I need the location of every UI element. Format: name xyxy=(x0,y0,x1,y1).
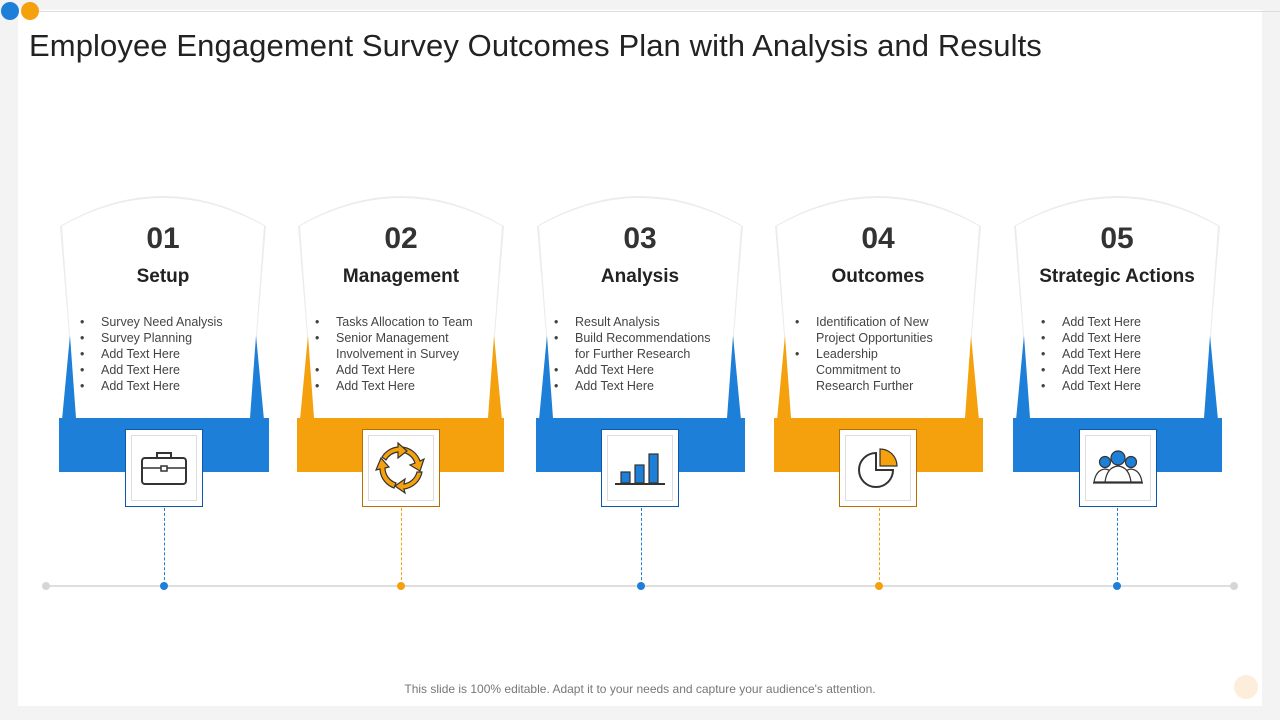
timeline-dot xyxy=(160,582,168,590)
bullet-item: Build Recommendations xyxy=(554,330,710,346)
briefcase-icon xyxy=(141,452,187,485)
orange-dot-icon xyxy=(21,2,39,20)
bullet-item: Add Text Here xyxy=(1041,346,1141,362)
pie-chart-icon xyxy=(858,448,898,488)
refresh-cycle-icon xyxy=(374,441,426,495)
blue-dot-icon xyxy=(1,2,19,20)
connector-line xyxy=(164,508,165,585)
corner-decoration xyxy=(1234,675,1258,699)
timeline-start-dot xyxy=(42,582,50,590)
step-bullets: Add Text Here Add Text Here Add Text Her… xyxy=(1041,314,1141,394)
timeline-dot xyxy=(397,582,405,590)
connector-line xyxy=(641,508,642,585)
timeline-dot xyxy=(875,582,883,590)
bullet-item: Leadership xyxy=(795,346,933,362)
connector-line xyxy=(1117,508,1118,585)
step-number: 01 xyxy=(146,222,180,255)
step-bullets: Identification of New Project Opportunit… xyxy=(795,314,933,394)
bullet-item: Survey Need Analysis xyxy=(80,314,223,330)
card-background xyxy=(775,196,981,420)
bullet-item: Tasks Allocation to Team xyxy=(315,314,473,330)
timeline-dot xyxy=(1113,582,1121,590)
connector-line xyxy=(879,508,880,585)
bullet-item: Result Analysis xyxy=(554,314,711,330)
bullet-item: Add Text Here xyxy=(554,378,711,394)
step-bullets: Survey Need Analysis Survey Planning Add… xyxy=(80,314,223,394)
footer-note: This slide is 100% editable. Adapt it to… xyxy=(404,682,876,696)
step-heading: Strategic Actions xyxy=(1039,266,1195,287)
bullet-item: Identification of New xyxy=(795,314,933,330)
bullet-item: Add Text Here xyxy=(80,378,223,394)
bullet-item: Add Text Here xyxy=(80,346,223,362)
step-heading: Analysis xyxy=(600,266,680,287)
step-number: 02 xyxy=(384,222,418,255)
bullet-item: Add Text Here xyxy=(1041,378,1141,394)
step-number: 05 xyxy=(1100,222,1134,255)
bullet-item: Add Text Here xyxy=(554,362,711,378)
icon-frame xyxy=(839,429,917,507)
bar-chart-icon xyxy=(615,453,665,485)
timeline-dot xyxy=(637,582,645,590)
step-card: 02 Management Tasks Allocation to Team S… xyxy=(298,196,504,422)
bullet-item: Add Text Here xyxy=(1041,362,1141,378)
bullet-item: for Further Research xyxy=(575,347,691,361)
team-icon xyxy=(1093,450,1143,484)
icon-frame xyxy=(1079,429,1157,507)
bullet-item: Add Text Here xyxy=(1041,330,1141,346)
top-rule xyxy=(30,11,1280,12)
step-number: 04 xyxy=(861,222,895,255)
icon-frame xyxy=(125,429,203,507)
bullet-item: Involvement in Survey xyxy=(336,347,459,361)
bullet-item: Add Text Here xyxy=(315,362,473,378)
icon-frame xyxy=(601,429,679,507)
step-card: 05 Strategic Actions Add Text Here Add T… xyxy=(1014,196,1220,422)
step-heading: Outcomes xyxy=(831,266,925,287)
step-bullets: Result Analysis Build Recommendations fo… xyxy=(554,314,711,394)
step-card: 01 Setup Survey Need Analysis Survey Pla… xyxy=(60,196,266,422)
bullet-item: Commitment to xyxy=(816,363,901,377)
bullet-item: Project Opportunities xyxy=(816,331,933,345)
icon-frame xyxy=(362,429,440,507)
step-heading: Management xyxy=(342,266,460,287)
step-number: 03 xyxy=(623,222,657,255)
bullet-item: Add Text Here xyxy=(315,378,473,394)
bullet-item: Senior Management xyxy=(315,330,473,346)
bullet-item: Add Text Here xyxy=(1041,314,1141,330)
step-card: 04 Outcomes Identification of New Projec… xyxy=(775,196,981,422)
step-heading: Setup xyxy=(136,266,190,287)
connector-line xyxy=(401,508,402,585)
bullet-item: Research Further xyxy=(816,379,914,393)
slide-title: Employee Engagement Survey Outcomes Plan… xyxy=(29,28,1042,63)
bullet-item: Add Text Here xyxy=(80,362,223,378)
bullet-item: Survey Planning xyxy=(80,330,223,346)
timeline-end-dot xyxy=(1230,582,1238,590)
step-card: 03 Analysis Result Analysis Build Recomm… xyxy=(537,196,743,422)
step-bullets: Tasks Allocation to Team Senior Manageme… xyxy=(315,314,473,394)
